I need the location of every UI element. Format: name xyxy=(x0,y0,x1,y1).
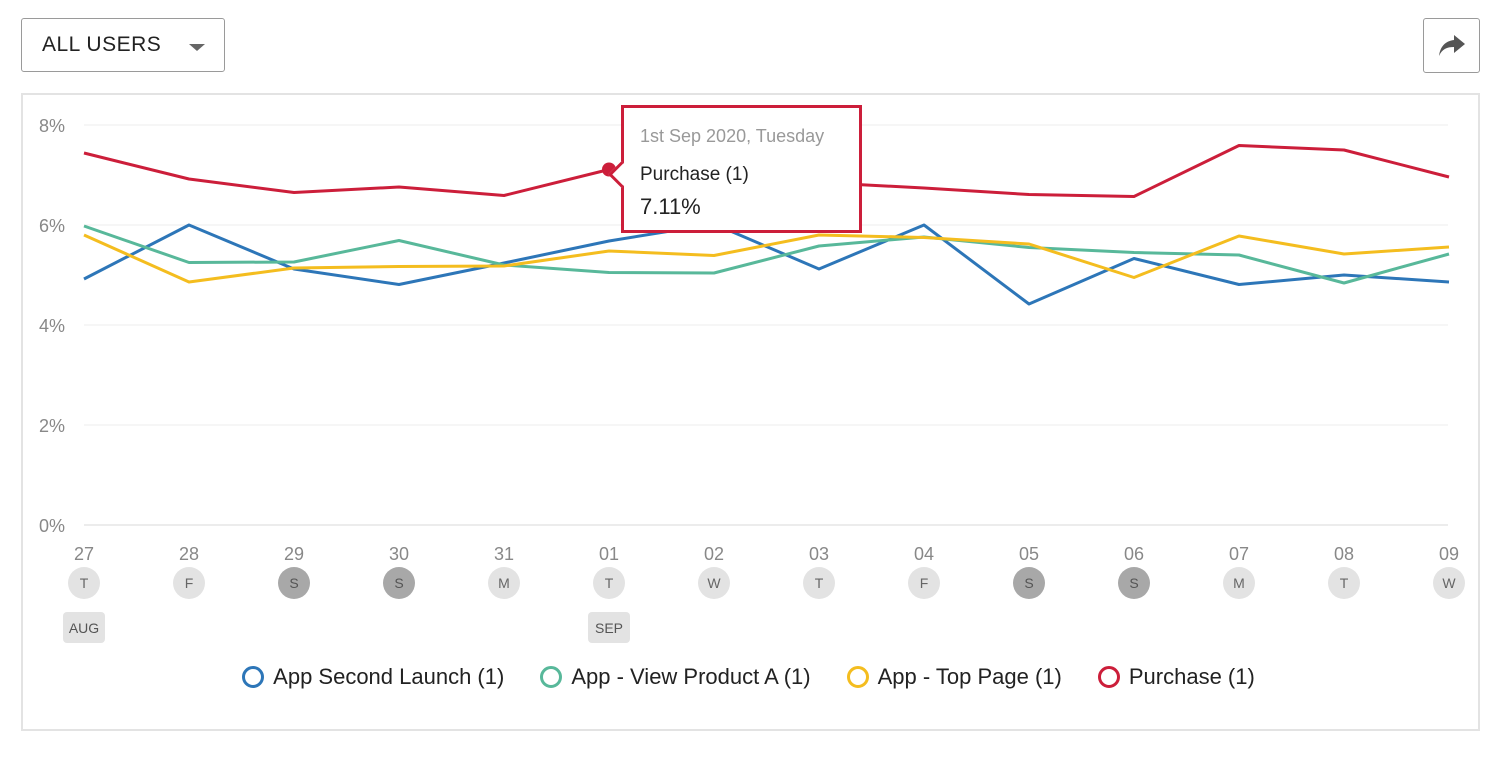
weekday-label: T xyxy=(80,575,89,591)
legend-label: App - View Product A (1) xyxy=(571,664,811,689)
weekday-label: S xyxy=(1129,575,1138,591)
weekday-label: T xyxy=(605,575,614,591)
circle-marker-icon xyxy=(242,666,265,688)
x-tick-label: 09 xyxy=(1439,544,1459,564)
weekday-chip xyxy=(803,567,835,599)
weekday-label: M xyxy=(498,575,510,591)
weekday-label: S xyxy=(394,575,403,591)
weekday-label: S xyxy=(289,575,298,591)
share-button[interactable] xyxy=(1423,18,1480,73)
x-tick-label: 05 xyxy=(1019,544,1039,564)
weekday-label: T xyxy=(815,575,824,591)
legend-item-top-page[interactable]: App - Top Page (1) xyxy=(846,664,1062,690)
tooltip-value: 7.11% xyxy=(640,194,701,219)
weekday-label: F xyxy=(185,575,194,591)
legend-label: App Second Launch (1) xyxy=(273,664,505,689)
series-line-2 xyxy=(83,233,1450,284)
share-arrow-icon xyxy=(1438,34,1465,56)
x-axis: 27 T 28 F 29 S 30 S 31 M 01 T 02 W 03 T 04 F 05 S 06 S 07 M 08 T 0… xyxy=(63,544,1465,643)
y-tick-label: 6% xyxy=(39,216,65,236)
month-label: SEP xyxy=(595,620,623,636)
month-label: AUG xyxy=(69,620,99,636)
y-tick-label: 8% xyxy=(39,116,65,136)
chart-legend: App Second Launch (1) App - View Product… xyxy=(0,664,1497,690)
month-chip xyxy=(63,612,105,643)
circle-marker-icon xyxy=(540,666,563,688)
x-tick-label: 01 xyxy=(599,544,619,564)
y-tick-label: 0% xyxy=(39,516,65,536)
weekday-label: W xyxy=(707,575,721,591)
weekday-chip xyxy=(908,567,940,599)
chart-tooltip: 1st Sep 2020, Tuesday Purchase (1) 7.11% xyxy=(608,105,862,233)
x-tick-label: 28 xyxy=(179,544,199,564)
tooltip-date: 1st Sep 2020, Tuesday xyxy=(640,126,825,146)
tooltip-series-name: Purchase (1) xyxy=(640,164,749,185)
chevron-down-icon xyxy=(189,44,205,51)
x-tick-label: 04 xyxy=(914,544,934,564)
weekday-chip xyxy=(1433,567,1465,599)
weekday-chip xyxy=(1328,567,1360,599)
legend-item-view-product-a[interactable]: App - View Product A (1) xyxy=(540,664,811,690)
x-tick-label: 31 xyxy=(494,544,514,564)
legend-item-app-second-launch[interactable]: App Second Launch (1) xyxy=(242,664,504,690)
y-axis: 0% 2% 4% 6% 8% xyxy=(39,116,65,536)
weekday-label: S xyxy=(1024,575,1033,591)
weekday-chip xyxy=(488,567,520,599)
x-tick-label: 07 xyxy=(1229,544,1249,564)
weekday-chip xyxy=(1223,567,1255,599)
weekday-chip xyxy=(68,567,100,599)
weekday-chip xyxy=(698,567,730,599)
segment-dropdown[interactable]: ALL USERS xyxy=(21,18,225,72)
x-tick-label: 06 xyxy=(1124,544,1144,564)
circle-marker-icon xyxy=(846,666,869,688)
legend-label: Purchase (1) xyxy=(1128,664,1255,689)
segment-dropdown-label: ALL USERS xyxy=(42,33,162,56)
x-tick-label: 08 xyxy=(1334,544,1354,564)
x-tick-label: 27 xyxy=(74,544,94,564)
line-chart: 0% 2% 4% 6% 8% 27 T 28 F 29 S 30 S 31 M 01 T 02 W 03 T 04 F 05… xyxy=(39,116,1465,643)
legend-label: App - Top Page (1) xyxy=(877,664,1062,689)
x-tick-label: 29 xyxy=(284,544,304,564)
weekday-chip xyxy=(593,567,625,599)
weekday-label: M xyxy=(1233,575,1245,591)
weekday-label: W xyxy=(1442,575,1456,591)
y-tick-label: 4% xyxy=(39,316,65,336)
month-chip xyxy=(588,612,630,643)
weekday-chip xyxy=(1013,567,1045,599)
x-tick-label: 30 xyxy=(389,544,409,564)
circle-marker-icon xyxy=(1097,666,1120,688)
legend-item-purchase[interactable]: Purchase (1) xyxy=(1097,664,1255,690)
weekday-chip xyxy=(1118,567,1150,599)
x-tick-label: 02 xyxy=(704,544,724,564)
y-tick-label: 2% xyxy=(39,416,65,436)
weekday-label: F xyxy=(920,575,929,591)
series-line-1 xyxy=(83,224,1450,285)
weekday-chip xyxy=(383,567,415,599)
weekday-label: T xyxy=(1340,575,1349,591)
weekday-chip xyxy=(173,567,205,599)
weekday-chip xyxy=(278,567,310,599)
x-tick-label: 03 xyxy=(809,544,829,564)
